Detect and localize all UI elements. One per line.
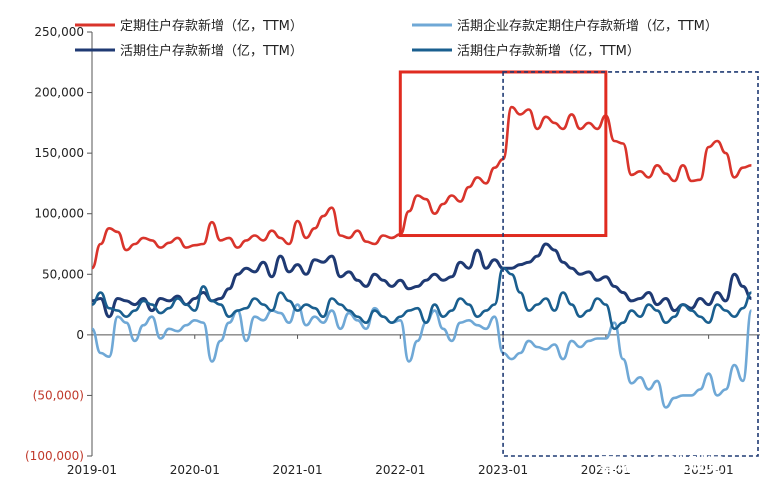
legend-entry-4: 活期住户存款新增（亿，TTM）	[412, 43, 640, 59]
series-line-2	[91, 303, 753, 409]
watermark: 雪球：清流财记	[598, 454, 724, 476]
series-line-4	[91, 266, 752, 331]
legend-label-3: 活期住户存款新增（亿，TTM）	[120, 43, 303, 59]
y-tick-label: (100,000)	[25, 449, 84, 463]
y-ticks: (100,000) (50,000) 0 50,000 100,000 150,000 20…	[25, 25, 92, 463]
x-tick-label: 2019-01	[67, 463, 117, 477]
annotation-layer	[398, 70, 759, 457]
legend-label-4: 活期住户存款新增（亿，TTM）	[457, 43, 640, 59]
y-tick-label: 150,000	[34, 146, 84, 160]
legend-entry-1: 定期住户存款新增（亿，TTM）	[75, 18, 303, 34]
y-tick-label: 50,000	[42, 267, 84, 281]
x-tick-label: 2023-01	[478, 463, 528, 477]
y-tick-label: 100,000	[34, 207, 84, 221]
y-tick-label: 200,000	[34, 86, 84, 100]
series-line-3	[91, 242, 752, 319]
y-tick-label: (50,000)	[33, 388, 84, 402]
x-ticks: 2019-01 2020-01 2021-01 2022-01 2023-01 2024-…	[67, 334, 734, 477]
legend-label-2: 活期企业存款定期住户存款新增（亿，TTM）	[457, 18, 718, 34]
annotation-box-dashed	[502, 71, 759, 457]
x-tick-label: 2021-01	[272, 463, 322, 477]
legend-entry-3: 活期住户存款新增（亿，TTM）	[75, 43, 303, 59]
x-tick-label: 2025-01	[684, 463, 734, 477]
legend-entry-2: 活期企业存款定期住户存款新增（亿，TTM）	[412, 18, 718, 34]
plot-area: (100,000) (50,000) 0 50,000 100,000 150,000 20…	[25, 25, 760, 477]
x-tick-label: 2022-01	[375, 463, 425, 477]
x-tick-label: 2024-01	[581, 463, 631, 477]
legend: 定期住户存款新增（亿，TTM） 活期企业存款定期住户存款新增（亿，TTM） 活期…	[75, 18, 718, 59]
legend-label-1: 定期住户存款新增（亿，TTM）	[120, 18, 303, 34]
y-tick-label: 0	[76, 328, 84, 342]
series-line-1	[91, 105, 752, 270]
y-tick-label: 250,000	[34, 25, 84, 39]
series-layer	[91, 105, 753, 409]
x-tick-label: 2020-01	[170, 463, 220, 477]
